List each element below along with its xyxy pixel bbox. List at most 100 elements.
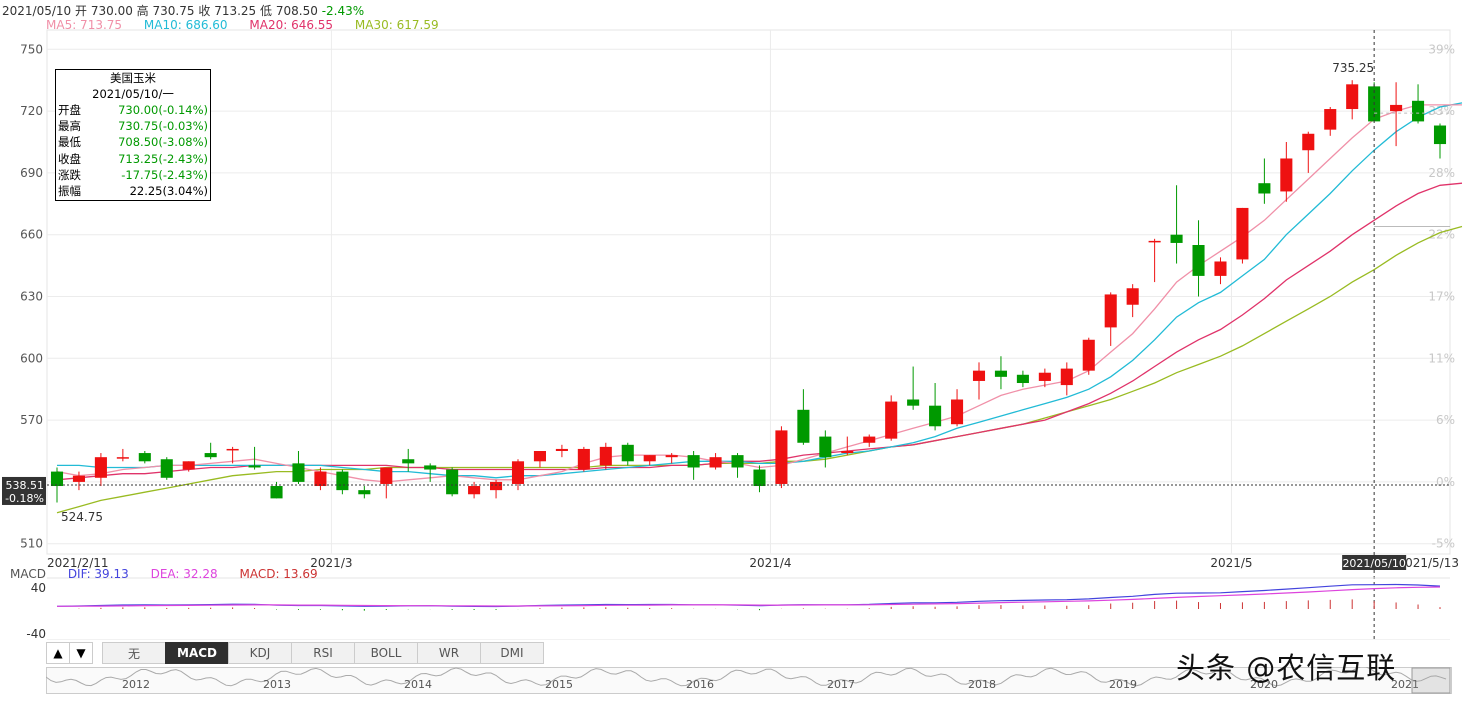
navigator-year-label: 2020 [1250, 678, 1278, 691]
y-tick-label: 750 [20, 42, 43, 56]
candle [1192, 220, 1205, 297]
candle [248, 446, 261, 470]
navigator-year-label: 2016 [686, 678, 714, 691]
ma5-legend: MA5: 713.75 [46, 18, 123, 32]
candle [72, 471, 85, 491]
candle [929, 383, 942, 431]
candle [994, 356, 1007, 390]
info-value: -17.75(-2.43%) [121, 167, 208, 182]
tab-macd[interactable]: MACD [165, 642, 229, 664]
header-date: 2021/05/10 [2, 4, 72, 18]
candle-body [1412, 100, 1425, 122]
scroll-down-button[interactable]: ▼ [69, 642, 93, 664]
candle [1038, 368, 1051, 388]
candle-body [138, 453, 151, 462]
candle [116, 448, 129, 462]
min-price-label: 524.75 [61, 510, 103, 524]
candle [687, 451, 700, 480]
info-value: 730.75(-0.03%) [118, 119, 208, 134]
candle-body [929, 405, 942, 427]
candle-body [1433, 125, 1447, 145]
candle-body [1390, 104, 1403, 112]
tab-rsi[interactable]: RSI [291, 642, 355, 664]
info-label: 最高 [58, 119, 81, 134]
candle-body [116, 457, 129, 459]
candle-body [424, 465, 437, 470]
candle [863, 434, 876, 447]
candle-body [555, 448, 568, 451]
candle-body [160, 459, 173, 478]
dea-legend: DEA: 32.28 [150, 567, 218, 581]
y-pct-tick-label: 17% [1428, 290, 1455, 304]
candle [380, 467, 393, 499]
candle [446, 467, 459, 497]
candle-body [1192, 245, 1205, 276]
candle [1082, 337, 1095, 375]
candle-body [1016, 374, 1029, 384]
candle-body [490, 481, 503, 491]
candle-body [994, 370, 1007, 377]
navigator-year-label: 2018 [968, 678, 996, 691]
candle-body [292, 463, 305, 482]
candle-body [753, 469, 766, 487]
chart-frame [46, 29, 1451, 555]
dea-line [56, 586, 1441, 607]
header-open: 730.00 [90, 4, 133, 18]
candle [533, 451, 546, 468]
candle-body [270, 486, 283, 499]
candle-body [863, 436, 876, 443]
candle-body [1170, 234, 1183, 243]
candle-body [775, 430, 788, 484]
macd-tick-label: -40 [26, 627, 46, 640]
candle-body [468, 486, 481, 495]
tab-dmi[interactable]: DMI [480, 642, 544, 664]
candle [599, 442, 612, 470]
candle-body [533, 451, 546, 462]
ma5-line [56, 104, 1462, 483]
candle [204, 442, 217, 460]
tab-wr[interactable]: WR [417, 642, 481, 664]
header-high: 730.75 [152, 4, 195, 18]
y-tick-label: 690 [20, 166, 43, 180]
watermark: 头条 @农信互联 [1176, 651, 1397, 685]
candle [643, 455, 656, 466]
candle-body [72, 475, 85, 482]
candle-body [94, 457, 107, 478]
header-open-label: 开 [75, 4, 88, 18]
tab-boll[interactable]: BOLL [354, 642, 418, 664]
tab-kdj[interactable]: KDJ [228, 642, 292, 664]
macd-value-legend: MACD: 13.69 [239, 567, 318, 581]
navigator-year-label: 2012 [122, 678, 150, 691]
ma10-line [57, 102, 1463, 479]
header-close-label: 收 [198, 4, 211, 18]
candle [1258, 158, 1271, 204]
navigator-year-label: 2015 [545, 678, 573, 691]
candle-body [951, 399, 964, 425]
navigator-year-label: 2013 [263, 678, 291, 691]
candle [577, 446, 590, 472]
info-value: 22.25(3.04%) [129, 184, 208, 199]
y-pct-tick-label: 33% [1428, 104, 1455, 118]
current-price-pct: -0.18% [5, 492, 44, 505]
candle [1236, 207, 1249, 264]
info-label: 最低 [58, 135, 81, 150]
candle-body [797, 409, 810, 443]
header-change: -2.43% [321, 4, 365, 18]
y-tick-label: 660 [20, 228, 43, 242]
candle-body [511, 461, 525, 484]
scroll-up-button[interactable]: ▲ [46, 642, 70, 664]
header-high-label: 高 [136, 4, 149, 18]
y-tick-label: 570 [20, 413, 43, 427]
info-label: 收盘 [58, 151, 81, 166]
tab-none[interactable]: 无 [102, 642, 166, 664]
candle-body [1148, 240, 1161, 243]
y-pct-tick-label: 11% [1428, 351, 1455, 365]
candle [1433, 123, 1447, 159]
candle-body [1258, 183, 1271, 194]
y-pct-tick-label: 22% [1428, 228, 1455, 242]
time-navigator[interactable]: 2012 2013 2014 2015 2016 2017 2018 2019 2020 2021 [46, 667, 1465, 695]
candlestick-chart[interactable]: 750 39% 720 33% 690 28% 660 22% 630 17% 600 11% 570 6… [0, 0, 1465, 640]
dif-legend: DIF: 39.13 [67, 567, 129, 581]
navigator-sparkline [46, 667, 1447, 687]
cursor-date-label: 2021/05/10 [1342, 557, 1405, 570]
